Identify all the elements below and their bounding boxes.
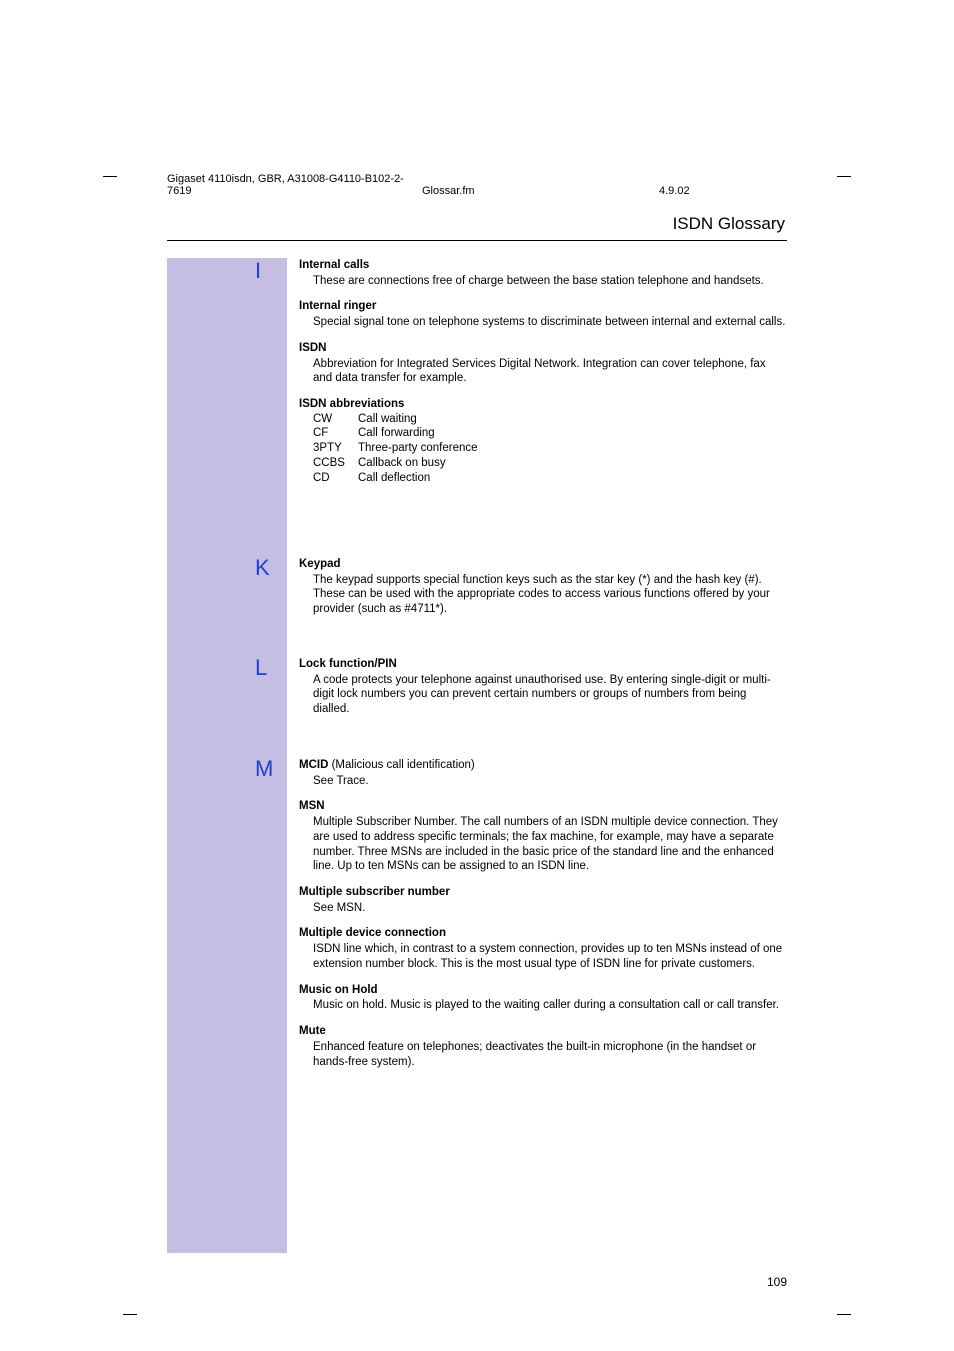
glossary-term: MSN (299, 799, 786, 814)
index-letter-k: K (255, 555, 285, 581)
glossary-def: See Trace. (313, 774, 786, 789)
glossary-def: A code protects your telephone against u… (313, 673, 786, 717)
glossary-def: Abbreviation for Integrated Services Dig… (313, 357, 786, 386)
glossary-entry: ISDN abbreviations CWCall waiting CFCall… (299, 397, 786, 485)
abbr-code: CD (313, 471, 358, 486)
abbr-code: CCBS (313, 456, 358, 471)
glossary-block-l: Lock function/PIN A code protects your t… (299, 657, 786, 728)
abbr-row: CDCall deflection (313, 471, 786, 486)
page-number: 109 (767, 1275, 787, 1289)
abbr-code: 3PTY (313, 441, 358, 456)
glossary-entry: Mute Enhanced feature on telephones; dea… (299, 1024, 786, 1069)
abbr-code: CW (313, 412, 358, 427)
abbr-label: Call waiting (358, 413, 417, 425)
glossary-def: These are connections free of charge bet… (313, 274, 786, 289)
crop-mark (837, 176, 851, 177)
glossary-term-line: MCID (Malicious call identification) (299, 758, 786, 773)
crop-mark (123, 1314, 137, 1315)
date: 4.9.02 (659, 185, 690, 197)
glossary-term: Music on Hold (299, 983, 786, 998)
glossary-term: ISDN (299, 341, 786, 356)
glossary-def: The keypad supports special function key… (313, 573, 786, 617)
abbr-row: 3PTYThree-party conference (313, 441, 786, 456)
glossary-term-suffix: (Malicious call identification) (328, 759, 474, 771)
abbr-row: CWCall waiting (313, 412, 786, 427)
glossary-block-m: MCID (Malicious call identification) See… (299, 758, 786, 1080)
glossary-entry: Internal calls These are connections fre… (299, 258, 786, 288)
glossary-term: Multiple subscriber number (299, 885, 786, 900)
glossary-block-i: Internal calls These are connections fre… (299, 258, 786, 496)
glossary-term: ISDN abbreviations (299, 397, 786, 412)
doc-id: Gigaset 4110isdn, GBR, A31008-G4110-B102… (167, 173, 422, 197)
glossary-term: Keypad (299, 557, 786, 572)
glossary-entry: Lock function/PIN A code protects your t… (299, 657, 786, 717)
glossary-entry: MCID (Malicious call identification) See… (299, 758, 786, 788)
abbr-label: Three-party conference (358, 442, 478, 454)
glossary-def: Enhanced feature on telephones; deactiva… (313, 1040, 786, 1069)
filename: Glossar.fm (422, 185, 659, 197)
glossary-def: Multiple Subscriber Number. The call num… (313, 815, 786, 874)
index-letter-i: I (255, 258, 285, 284)
glossary-def: See MSN. (313, 901, 786, 916)
glossary-term: Mute (299, 1024, 786, 1039)
abbr-label: Callback on busy (358, 457, 446, 469)
glossary-entry: MSN Multiple Subscriber Number. The call… (299, 799, 786, 874)
section-title: ISDN Glossary (167, 214, 787, 241)
glossary-term: Multiple device connection (299, 926, 786, 941)
index-letter-l: L (255, 655, 285, 681)
glossary-def: Music on hold. Music is played to the wa… (313, 998, 786, 1013)
glossary-term: MCID (299, 759, 328, 771)
index-letter-m: M (255, 756, 285, 782)
glossary-def: Special signal tone on telephone systems… (313, 315, 786, 330)
abbr-row: CFCall forwarding (313, 426, 786, 441)
glossary-term: Lock function/PIN (299, 657, 786, 672)
glossary-term: Internal calls (299, 258, 786, 273)
glossary-entry: Music on Hold Music on hold. Music is pl… (299, 983, 786, 1013)
glossary-block-k: Keypad The keypad supports special funct… (299, 557, 786, 628)
abbr-label: Call deflection (358, 472, 430, 484)
glossary-entry: Multiple subscriber number See MSN. (299, 885, 786, 915)
abbr-row: CCBSCallback on busy (313, 456, 786, 471)
glossary-term: Internal ringer (299, 299, 786, 314)
glossary-entry: Internal ringer Special signal tone on t… (299, 299, 786, 329)
abbr-code: CF (313, 426, 358, 441)
glossary-entry: Keypad The keypad supports special funct… (299, 557, 786, 617)
glossary-entry: ISDN Abbreviation for Integrated Service… (299, 341, 786, 386)
glossary-entry: Multiple device connection ISDN line whi… (299, 926, 786, 971)
glossary-def: ISDN line which, in contrast to a system… (313, 942, 786, 971)
crop-mark (837, 1314, 851, 1315)
abbr-label: Call forwarding (358, 427, 435, 439)
crop-mark (103, 176, 117, 177)
running-header: Gigaset 4110isdn, GBR, A31008-G4110-B102… (167, 173, 690, 197)
